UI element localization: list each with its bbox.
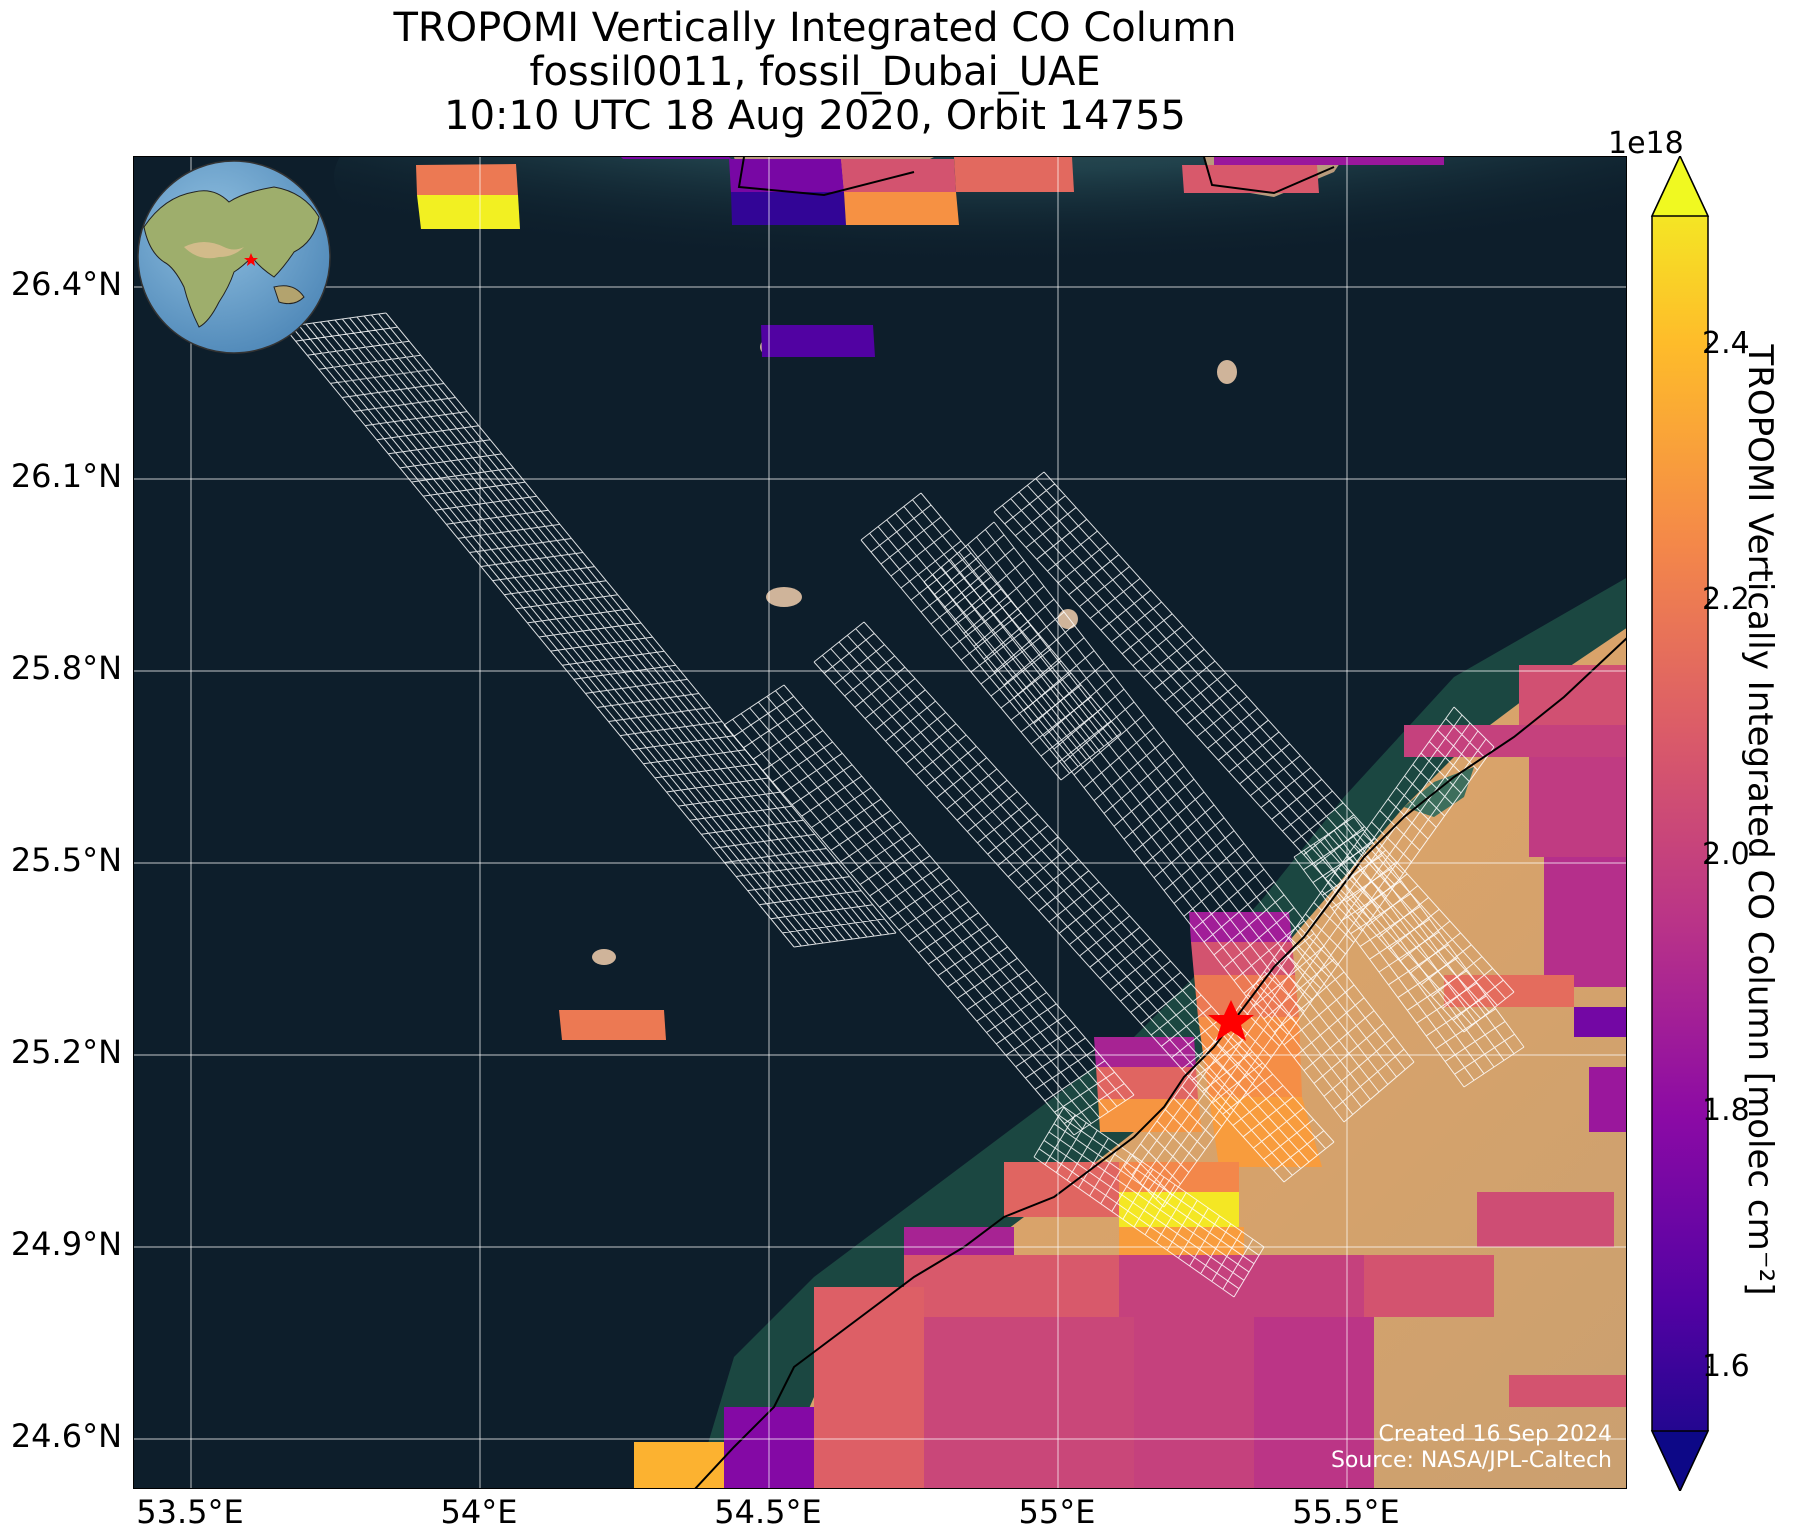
co-pixel xyxy=(1119,1192,1239,1227)
co-pixel xyxy=(559,1010,666,1040)
colorbar-tick-label: 2.0 xyxy=(1702,837,1750,873)
co-pixel xyxy=(924,1317,1134,1488)
credit-text: Created 16 Sep 2024 Source: NASA/JPL-Cal… xyxy=(1331,1422,1612,1474)
created-date: Created 16 Sep 2024 xyxy=(1378,1422,1613,1447)
co-pixel xyxy=(1119,1255,1364,1317)
island xyxy=(592,949,616,965)
co-pixel xyxy=(1444,975,1574,1007)
co-pixel xyxy=(634,1442,724,1488)
lat-tick-label: 25.2°N xyxy=(10,1033,122,1071)
coastline-north xyxy=(1203,157,1335,195)
lon-tick-label: 55°E xyxy=(1018,1493,1096,1531)
map-panel[interactable]: Created 16 Sep 2024 Source: NASA/JPL-Cal… xyxy=(133,156,1627,1489)
co-pixel xyxy=(904,1227,1014,1255)
colorbar-tick-marks xyxy=(1708,343,1710,1368)
lat-tick-label: 25.5°N xyxy=(10,841,122,879)
co-pixel xyxy=(904,1255,1119,1317)
co-pixel xyxy=(1094,1037,1196,1067)
title-line-3: 10:10 UTC 18 Aug 2020, Orbit 14755 xyxy=(444,93,1186,139)
island xyxy=(1217,360,1237,384)
swath-grid xyxy=(1123,706,1495,1208)
co-pixel xyxy=(1404,725,1626,757)
colorbar-gradient xyxy=(1651,156,1709,1491)
lon-tick-label: 55.5°E xyxy=(1292,1493,1400,1531)
colorbar-label: TROPOMI Vertically Integrated CO Column … xyxy=(1740,344,1780,1296)
co-pixel xyxy=(1254,1317,1374,1488)
co-pixel xyxy=(1589,1067,1626,1132)
colorbar xyxy=(1650,156,1710,1491)
globe-desert xyxy=(184,242,244,259)
co-pixel xyxy=(1098,1099,1202,1132)
co-pixel xyxy=(814,1287,924,1488)
co-pixel xyxy=(1134,1317,1254,1488)
colorbar-exponent: 1e18 xyxy=(1608,126,1684,161)
co-pixel xyxy=(1529,757,1626,857)
lat-tick-label: 26.1°N xyxy=(10,457,122,495)
target-star-icon[interactable] xyxy=(1208,1000,1254,1041)
colorbar-tick-label: 1.8 xyxy=(1702,1093,1750,1129)
coastline-north xyxy=(737,157,915,197)
lon-tick-label: 54°E xyxy=(440,1493,518,1531)
swath-footprints xyxy=(283,312,1525,1298)
lon-tick-label: 54.5°E xyxy=(714,1493,822,1531)
co-pixel xyxy=(1182,165,1319,193)
lat-tick-label: 25.8°N xyxy=(10,649,122,687)
lat-tick-label: 26.4°N xyxy=(10,265,122,303)
colorbar-tick-label: 2.4 xyxy=(1702,325,1750,361)
title-line-1: TROPOMI Vertically Integrated CO Column xyxy=(393,5,1237,51)
swath-grid xyxy=(283,312,897,948)
co-pixel xyxy=(954,157,1074,192)
co-pixel xyxy=(1364,1255,1494,1317)
co-pixel-layer xyxy=(416,157,1626,1488)
globe-target-star-icon xyxy=(244,253,258,266)
colorbar-under-arrow xyxy=(1650,1430,1710,1491)
co-pixel xyxy=(1004,1162,1119,1217)
colorbar-over-arrow xyxy=(1650,156,1710,217)
co-pixel xyxy=(1096,1067,1198,1099)
title-line-2: fossil0011, fossil_Dubai_UAE xyxy=(529,49,1101,95)
island xyxy=(766,587,802,607)
coastal-water-north xyxy=(334,157,1626,327)
co-pixel xyxy=(417,195,520,229)
co-pixel xyxy=(729,159,844,192)
co-pixel xyxy=(1574,1007,1626,1037)
globe-locator-inset xyxy=(137,160,331,354)
graticule xyxy=(134,157,1626,1488)
co-pixel xyxy=(1198,1017,1302,1097)
map-canvas xyxy=(134,157,1626,1488)
co-pixel xyxy=(1214,157,1444,165)
lat-tick-label: 24.6°N xyxy=(10,1417,122,1455)
swath-grid xyxy=(923,521,1415,1123)
swath-grid xyxy=(1033,1106,1265,1298)
data-source: Source: NASA/JPL-Caltech xyxy=(1330,1448,1612,1473)
globe-landmass xyxy=(143,186,320,328)
co-pixel xyxy=(731,192,846,225)
co-pixel xyxy=(1119,1227,1244,1255)
co-pixel xyxy=(761,325,875,357)
swath-grid xyxy=(723,684,1135,1136)
co-pixel xyxy=(621,157,731,159)
co-pixel xyxy=(844,192,959,225)
co-pixel xyxy=(1509,1375,1626,1407)
coastline xyxy=(694,637,1626,1488)
co-pixel xyxy=(416,164,518,195)
co-pixel xyxy=(1519,665,1626,727)
globe-landmass xyxy=(273,285,305,305)
lat-tick-label: 24.9°N xyxy=(10,1225,122,1263)
colorbar-tick-label: 2.2 xyxy=(1702,581,1750,617)
swath-grid xyxy=(813,621,1335,1183)
lon-tick-label: 53.5°E xyxy=(136,1493,244,1531)
co-pixel xyxy=(1189,912,1292,942)
co-pixel xyxy=(1477,1192,1614,1247)
co-pixel xyxy=(1544,857,1626,987)
co-pixel xyxy=(1119,1162,1239,1192)
colorbar-tick-label: 1.6 xyxy=(1702,1349,1750,1385)
